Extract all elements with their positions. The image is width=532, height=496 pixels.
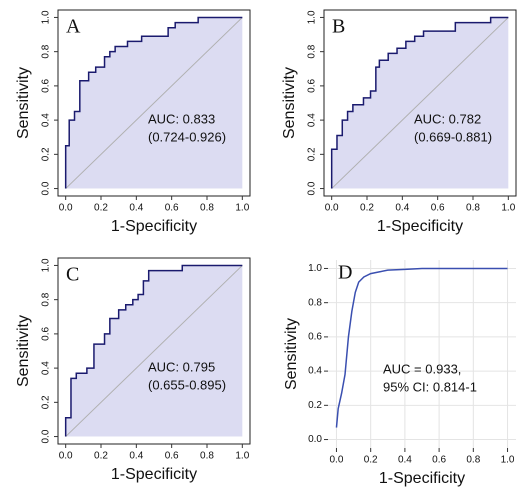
annotation: AUC: 0.795 [148,359,215,374]
y-tick-label: 0.2 [41,395,52,409]
x-axis-label: 1-Specificity [111,466,197,483]
diagonal [65,265,243,437]
annotation: AUC: 0.833 [148,111,215,126]
plot-frame [323,9,517,197]
y-axis-label: Sensitivity [283,318,300,390]
panel: 0.0 0.2 0.4 0.6 0.8 1.0 0.0 0.2 0.4 0.6 0.8 1.0 1-Sp… [281,9,517,235]
y-tick-label: 0.6 [308,332,322,343]
x-tick-label: 0.8 [466,455,480,466]
y-tick-label: 0.8 [41,44,52,58]
y-axis-label: Sensitivity [15,315,32,387]
x-axis-label: 1-Specificity [379,470,465,487]
x-tick-label: 0.0 [325,203,339,214]
y-tick-label: 1.0 [41,10,52,24]
diagonal [331,17,509,189]
x-tick-label: 0.4 [129,203,143,214]
x-tick-label: 0.4 [395,203,409,214]
y-tick-label: 0.8 [307,44,318,58]
panel: 0.0 0.2 0.4 0.6 0.8 1.0 0.0 0.2 0.4 0.6 0.8 1.0 1-Sp… [283,260,516,487]
y-tick-label: 0.2 [308,400,322,411]
x-tick-label: 0.8 [200,203,214,214]
y-tick-label: 0.0 [41,429,52,443]
y-tick-label: 1.0 [308,263,322,274]
y-tick-label: 1.0 [41,258,52,272]
panel: 0.0 0.2 0.4 0.6 0.8 1.0 0.0 0.2 0.4 0.6 0.8 1.0 1-Sp… [15,257,251,483]
y-axis-label: Sensitivity [15,67,32,139]
x-tick-label: 0.2 [94,451,108,462]
roc-line [330,16,509,189]
annotation: (0.655-0.895) [148,377,226,392]
y-tick-label: 0.8 [308,297,322,308]
x-tick-label: 0.6 [432,455,446,466]
y-tick-label: 1.0 [307,10,318,24]
x-axis-label: 1-Specificity [377,218,463,235]
roc-line [64,264,243,437]
x-tick-label: 0.0 [330,455,344,466]
panel-label: C [66,264,79,286]
y-tick-label: 0.4 [307,113,318,127]
panel: 0.0 0.2 0.4 0.6 0.8 1.0 0.0 0.2 0.4 0.6 0.8 1.0 1-Sp… [15,9,251,235]
y-tick-label: 0.8 [41,292,52,306]
y-tick-label: 0.0 [308,434,322,445]
x-tick-label: 1.0 [235,451,249,462]
x-tick-label: 0.6 [165,451,179,462]
y-tick-label: 0.2 [41,147,52,161]
y-tick-label: 0.4 [308,366,322,377]
annotation: AUC: 0.782 [414,111,481,126]
x-tick-label: 0.4 [129,451,143,462]
x-tick-label: 1.0 [235,203,249,214]
roc-line [335,267,508,428]
panel-label: A [66,16,81,38]
x-tick-label: 0.6 [165,203,179,214]
plot-frame [57,257,251,445]
y-tick-label: 0.0 [41,181,52,195]
x-tick-label: 0.6 [431,203,445,214]
y-tick-label: 0.6 [41,79,52,93]
x-tick-label: 0.2 [364,455,378,466]
x-tick-label: 1.0 [501,455,515,466]
y-tick-label: 0.0 [307,181,318,195]
x-tick-label: 0.8 [200,451,214,462]
annotation: (0.669-0.881) [414,129,492,144]
x-tick-label: 0.2 [94,203,108,214]
y-tick-label: 0.2 [307,147,318,161]
x-tick-label: 1.0 [501,203,515,214]
y-tick-label: 0.4 [41,361,52,375]
annotation: 95% CI: 0.814-1 [383,379,477,394]
panel-label: D [338,262,352,284]
plot-frame [57,9,251,197]
annotation: AUC = 0.933, [383,361,461,376]
y-axis-label: Sensitivity [281,67,298,139]
x-axis-label: 1-Specificity [111,218,197,235]
diagonal [65,17,243,189]
x-tick-label: 0.0 [59,451,73,462]
y-tick-label: 0.6 [41,327,52,341]
panel-label: B [332,16,345,38]
x-tick-label: 0.8 [466,203,480,214]
x-tick-label: 0.2 [360,203,374,214]
y-tick-label: 0.4 [41,113,52,127]
y-tick-label: 0.6 [307,79,318,93]
roc-line [64,16,243,189]
x-tick-label: 0.0 [59,203,73,214]
x-tick-label: 0.4 [398,455,412,466]
annotation: (0.724-0.926) [148,129,226,144]
